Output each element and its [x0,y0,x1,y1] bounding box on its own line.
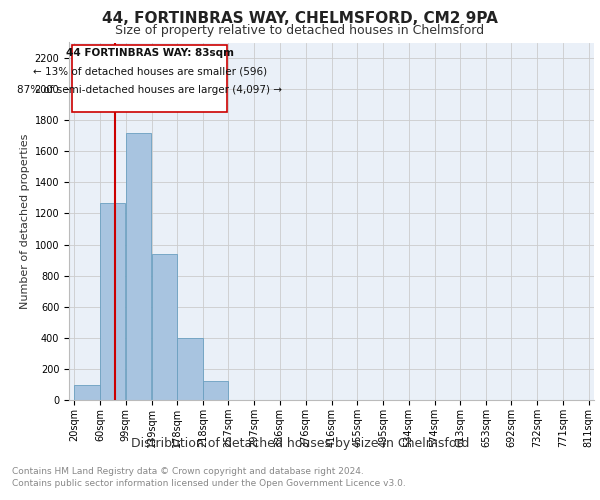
Text: Contains public sector information licensed under the Open Government Licence v3: Contains public sector information licen… [12,479,406,488]
Text: Contains HM Land Registry data © Crown copyright and database right 2024.: Contains HM Land Registry data © Crown c… [12,468,364,476]
Bar [100,204,125,400]
Bar [74,385,100,400]
FancyBboxPatch shape [72,45,227,112]
Text: 44, FORTINBRAS WAY, CHELMSFORD, CM2 9PA: 44, FORTINBRAS WAY, CHELMSFORD, CM2 9PA [102,11,498,26]
Text: Distribution of detached houses by size in Chelmsford: Distribution of detached houses by size … [131,438,469,450]
Text: ← 13% of detached houses are smaller (596): ← 13% of detached houses are smaller (59… [32,66,267,76]
Text: Size of property relative to detached houses in Chelmsford: Size of property relative to detached ho… [115,24,485,37]
Bar [203,380,228,400]
Bar [126,132,151,400]
Bar [152,254,177,400]
Text: 87% of semi-detached houses are larger (4,097) →: 87% of semi-detached houses are larger (… [17,85,282,95]
Text: 44 FORTINBRAS WAY: 83sqm: 44 FORTINBRAS WAY: 83sqm [65,48,233,58]
Bar [177,338,203,400]
Y-axis label: Number of detached properties: Number of detached properties [20,134,31,309]
